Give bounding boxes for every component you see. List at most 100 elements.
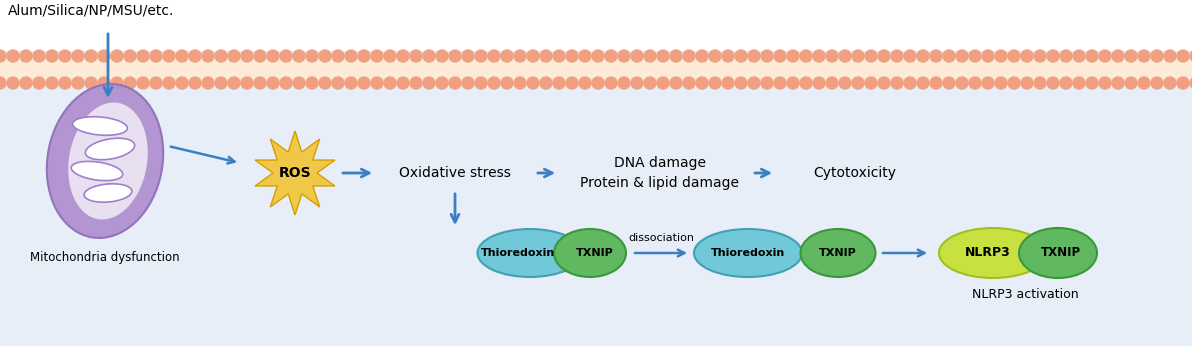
- Circle shape: [1138, 77, 1150, 89]
- Circle shape: [333, 77, 344, 89]
- Circle shape: [1086, 50, 1098, 62]
- Circle shape: [436, 50, 448, 62]
- Circle shape: [163, 77, 175, 89]
- Bar: [0, 88, 1192, 346]
- Circle shape: [20, 77, 32, 89]
- Circle shape: [1099, 50, 1111, 62]
- Circle shape: [201, 50, 215, 62]
- Circle shape: [137, 77, 149, 89]
- Circle shape: [501, 50, 513, 62]
- Circle shape: [0, 77, 6, 89]
- Circle shape: [995, 50, 1007, 62]
- Circle shape: [1151, 77, 1163, 89]
- Circle shape: [670, 77, 682, 89]
- Circle shape: [111, 50, 123, 62]
- Circle shape: [826, 77, 838, 89]
- Circle shape: [787, 50, 799, 62]
- Circle shape: [813, 50, 825, 62]
- Text: Alum/Silica/NP/MSU/etc.: Alum/Silica/NP/MSU/etc.: [8, 4, 174, 18]
- Circle shape: [228, 50, 240, 62]
- Circle shape: [384, 77, 396, 89]
- Circle shape: [306, 77, 318, 89]
- Ellipse shape: [1019, 228, 1097, 278]
- Circle shape: [449, 50, 461, 62]
- Circle shape: [540, 50, 552, 62]
- Circle shape: [995, 77, 1007, 89]
- Text: Thioredoxin: Thioredoxin: [710, 248, 786, 258]
- Circle shape: [397, 77, 409, 89]
- Circle shape: [1125, 77, 1137, 89]
- Circle shape: [72, 77, 83, 89]
- Circle shape: [606, 77, 617, 89]
- Circle shape: [410, 77, 422, 89]
- Circle shape: [111, 77, 123, 89]
- Circle shape: [358, 77, 370, 89]
- Text: TXNIP: TXNIP: [819, 248, 857, 258]
- Circle shape: [280, 50, 292, 62]
- Circle shape: [201, 77, 215, 89]
- Circle shape: [7, 77, 19, 89]
- Circle shape: [540, 77, 552, 89]
- Bar: [0, 51, 1192, 88]
- Circle shape: [527, 50, 539, 62]
- Circle shape: [215, 50, 226, 62]
- Circle shape: [371, 50, 383, 62]
- Text: TXNIP: TXNIP: [576, 248, 614, 258]
- Circle shape: [462, 50, 474, 62]
- Circle shape: [150, 77, 162, 89]
- Circle shape: [879, 50, 890, 62]
- Circle shape: [474, 77, 488, 89]
- Circle shape: [1047, 50, 1058, 62]
- Circle shape: [58, 50, 72, 62]
- Circle shape: [1033, 77, 1047, 89]
- Ellipse shape: [554, 229, 626, 277]
- Text: NLRP3 activation: NLRP3 activation: [971, 288, 1079, 301]
- Circle shape: [982, 50, 994, 62]
- Circle shape: [72, 50, 83, 62]
- Ellipse shape: [68, 102, 148, 219]
- Circle shape: [344, 77, 356, 89]
- Circle shape: [657, 77, 669, 89]
- Circle shape: [1073, 50, 1085, 62]
- Ellipse shape: [72, 161, 123, 181]
- Circle shape: [1138, 50, 1150, 62]
- Circle shape: [293, 50, 305, 62]
- Circle shape: [436, 77, 448, 89]
- Circle shape: [683, 50, 695, 62]
- Circle shape: [0, 50, 6, 62]
- Circle shape: [644, 50, 656, 62]
- Circle shape: [85, 77, 97, 89]
- Circle shape: [1190, 50, 1192, 62]
- Circle shape: [371, 77, 383, 89]
- Circle shape: [527, 77, 539, 89]
- Ellipse shape: [694, 229, 802, 277]
- Circle shape: [617, 77, 631, 89]
- Circle shape: [606, 50, 617, 62]
- Circle shape: [267, 77, 279, 89]
- Circle shape: [1060, 77, 1072, 89]
- Circle shape: [566, 77, 578, 89]
- Circle shape: [215, 77, 226, 89]
- Circle shape: [722, 50, 734, 62]
- Circle shape: [228, 77, 240, 89]
- Circle shape: [787, 77, 799, 89]
- Circle shape: [683, 77, 695, 89]
- Ellipse shape: [801, 229, 875, 277]
- Circle shape: [904, 50, 915, 62]
- Circle shape: [384, 50, 396, 62]
- Circle shape: [826, 50, 838, 62]
- Circle shape: [241, 77, 253, 89]
- Circle shape: [1125, 50, 1137, 62]
- Ellipse shape: [478, 229, 583, 277]
- Circle shape: [852, 50, 864, 62]
- Circle shape: [176, 50, 188, 62]
- Circle shape: [1073, 77, 1085, 89]
- Circle shape: [631, 50, 642, 62]
- Circle shape: [85, 50, 97, 62]
- Circle shape: [98, 77, 110, 89]
- Circle shape: [1008, 50, 1020, 62]
- Circle shape: [1165, 77, 1177, 89]
- Circle shape: [566, 50, 578, 62]
- Circle shape: [280, 77, 292, 89]
- Circle shape: [150, 50, 162, 62]
